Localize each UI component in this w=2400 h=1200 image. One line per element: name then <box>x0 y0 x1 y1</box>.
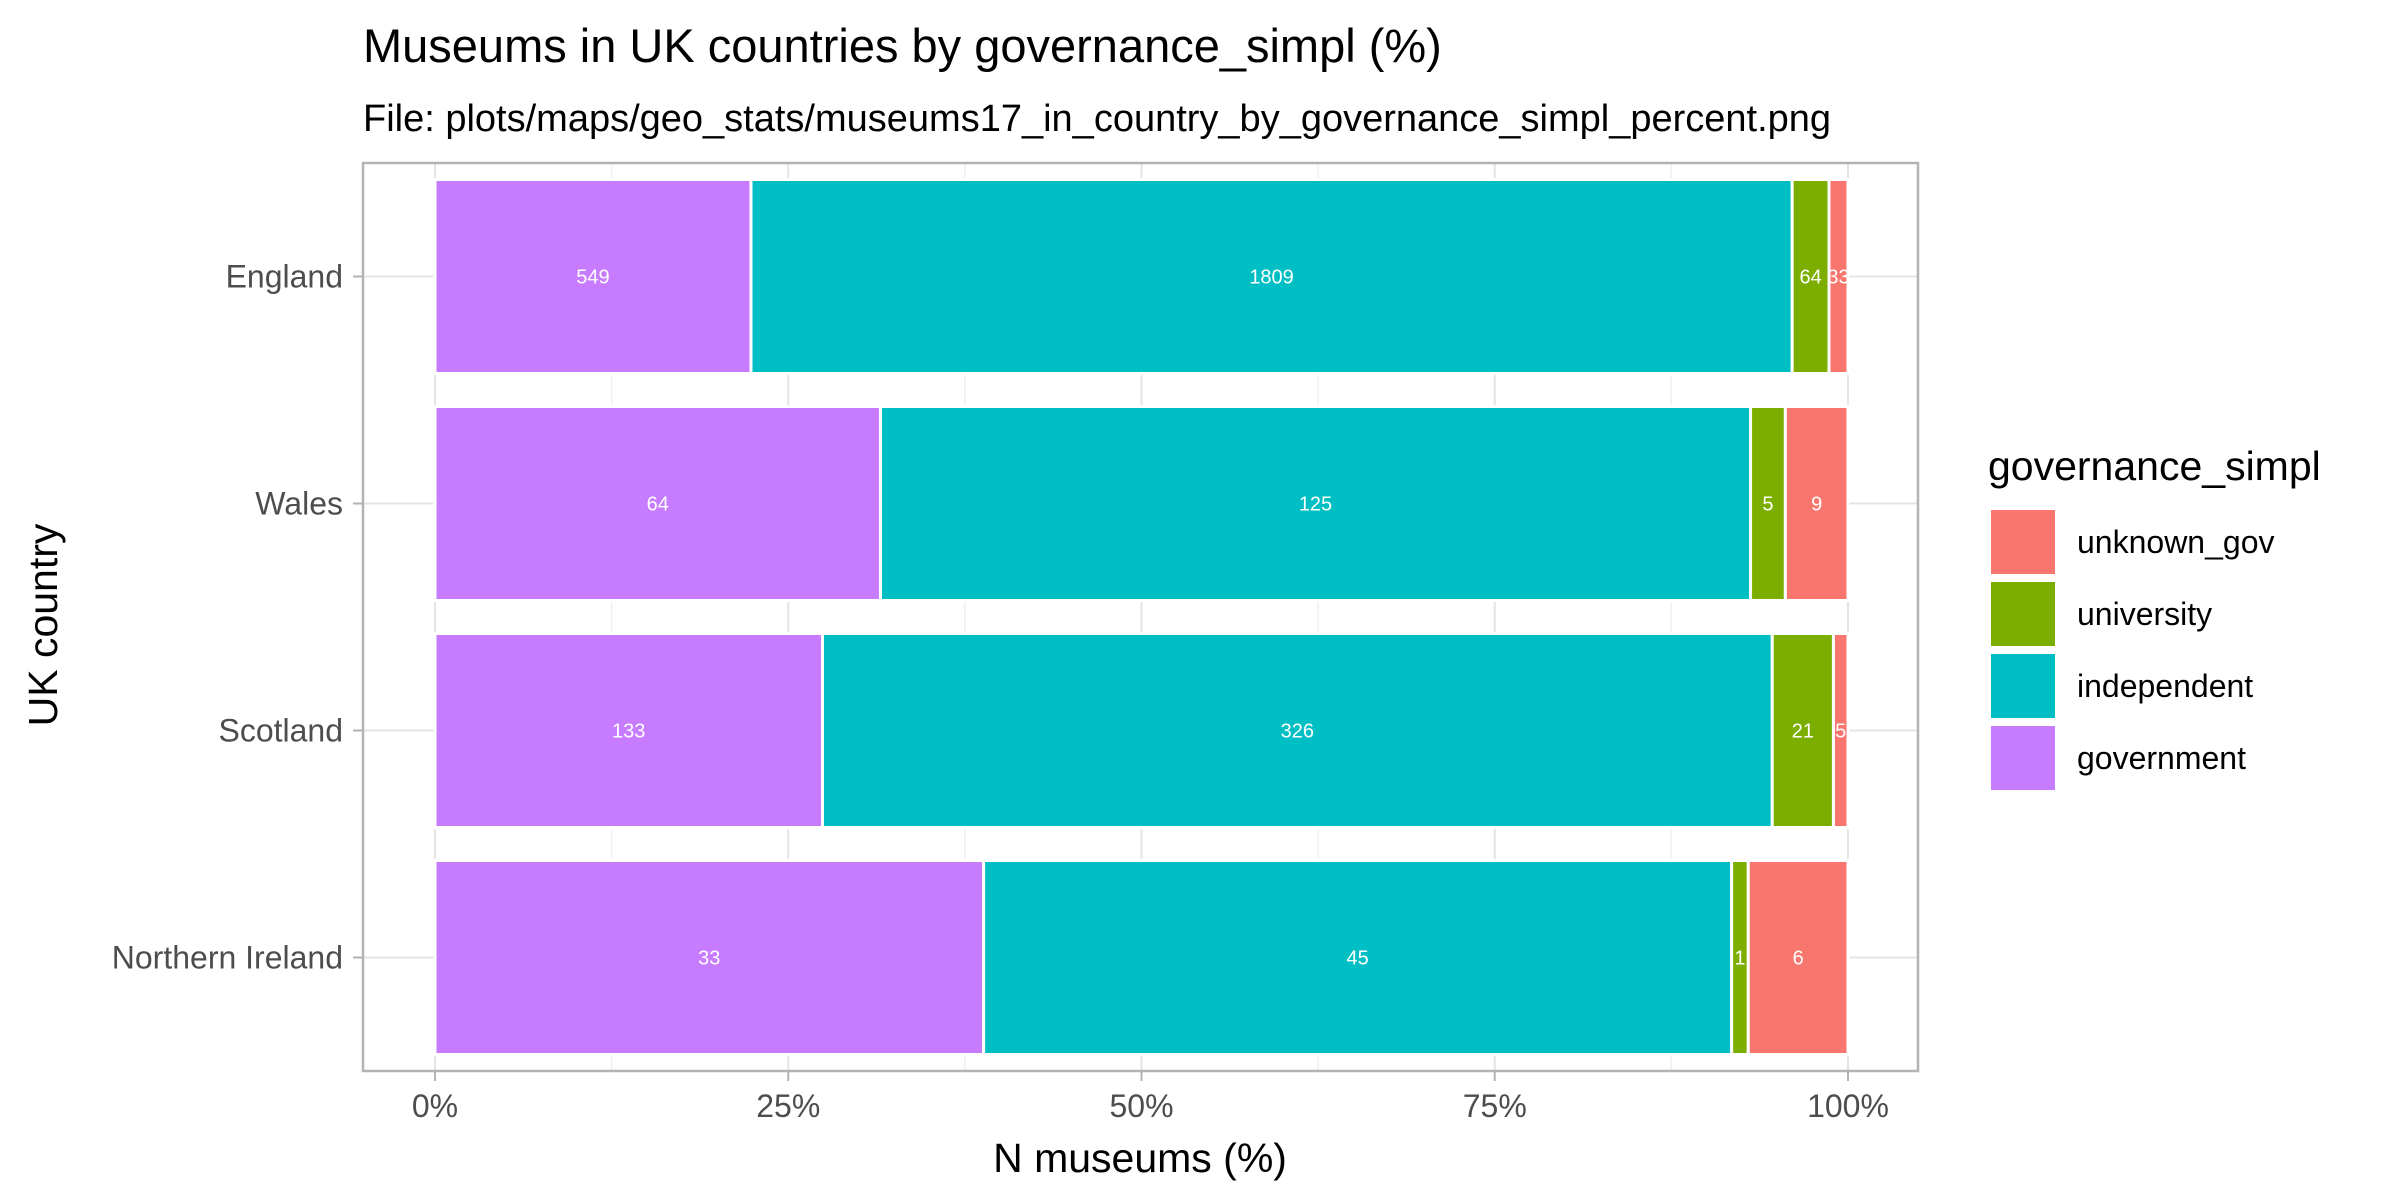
x-tick-label: 50% <box>1109 1088 1173 1124</box>
bar-government <box>433 859 986 1056</box>
bar-university <box>1749 405 1787 602</box>
bar-independent <box>820 632 1774 829</box>
y-tick-label: England <box>226 259 343 295</box>
data-label: 549 <box>576 267 609 289</box>
data-label: 64 <box>1799 267 1821 289</box>
y-tick-label: Scotland <box>218 713 343 749</box>
data-label: 21 <box>1792 721 1814 743</box>
legend: governance_simpl unknown_gov university in… <box>1988 443 2321 790</box>
data-label: 33 <box>1827 267 1849 289</box>
bar-government <box>433 632 824 829</box>
bar-independent <box>982 859 1734 1056</box>
legend-label-government: government <box>2077 740 2246 776</box>
data-label: 133 <box>612 721 645 743</box>
x-tick-label: 75% <box>1463 1088 1527 1124</box>
y-tick-label: Wales <box>255 486 343 522</box>
legend-key-independent <box>1991 654 2055 718</box>
data-label: 9 <box>1811 494 1822 516</box>
plot-area: 549 1809 64 33 64 125 5 9 133 326 21 5 33 45 1 6 England… <box>112 161 1920 1124</box>
legend-label-university: university <box>2077 596 2212 632</box>
legend-title: governance_simpl <box>1988 443 2321 489</box>
data-label: 64 <box>647 494 669 516</box>
bar-government <box>433 178 753 375</box>
bar-university <box>1790 178 1831 375</box>
bar-unknown_gov <box>1783 405 1850 602</box>
legend-key-university <box>1991 582 2055 646</box>
x-tick-label: 100% <box>1807 1088 1889 1124</box>
legend-key-government <box>1991 726 2055 790</box>
data-label: 5 <box>1835 721 1846 743</box>
data-label: 1809 <box>1249 267 1294 289</box>
data-label: 5 <box>1762 494 1773 516</box>
legend-label-independent: independent <box>2077 668 2253 704</box>
legend-label-unknown_gov: unknown_gov <box>2077 524 2274 560</box>
data-label: 45 <box>1346 948 1368 970</box>
x-tick-label: 0% <box>412 1088 458 1124</box>
data-label: 33 <box>698 948 720 970</box>
x-axis-title: N museums (%) <box>993 1135 1287 1181</box>
bar-university <box>1770 632 1835 829</box>
legend-key-unknown_gov <box>1991 510 2055 574</box>
y-tick-label: Northern Ireland <box>112 940 343 976</box>
bar-unknown_gov <box>1746 859 1850 1056</box>
data-label: 6 <box>1793 948 1804 970</box>
bar-government <box>433 405 882 602</box>
data-label: 1 <box>1734 948 1745 970</box>
y-axis-title: UK country <box>20 523 66 726</box>
bar-unknown_gov <box>1827 178 1850 375</box>
bar-independent <box>878 405 1753 602</box>
data-label: 125 <box>1299 494 1332 516</box>
bar-unknown_gov <box>1831 632 1850 829</box>
chart-title: Museums in UK countries by governance_si… <box>363 19 1442 72</box>
data-label: 326 <box>1281 721 1314 743</box>
x-tick-label: 25% <box>756 1088 820 1124</box>
chart-subtitle: File: plots/maps/geo_stats/museums17_in_… <box>363 98 1831 140</box>
bar-independent <box>749 178 1794 375</box>
